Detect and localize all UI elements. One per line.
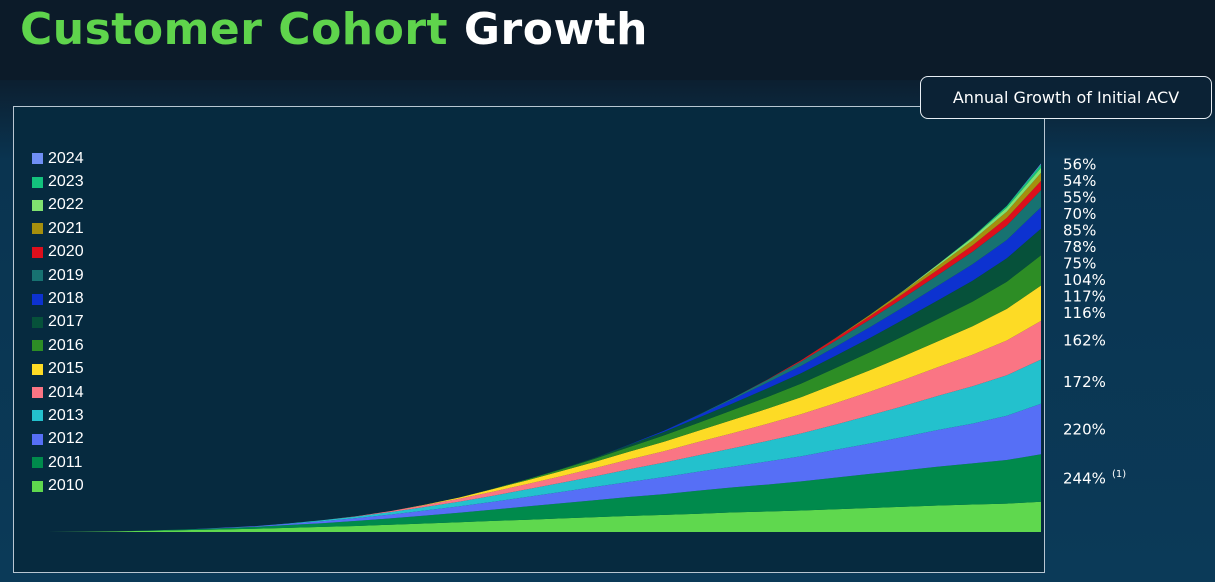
growth-label-2011: 244%	[1063, 470, 1106, 488]
legend-swatch	[32, 316, 43, 328]
legend-label: 2013	[48, 406, 84, 424]
legend-label: 2016	[48, 336, 84, 354]
growth-label-2021: 70%	[1063, 205, 1096, 223]
legend-item-2016: 2016	[32, 334, 84, 357]
legend-label: 2017	[48, 313, 84, 331]
legend-swatch	[32, 363, 43, 375]
legend-swatch	[32, 480, 43, 492]
legend-item-2021: 2021	[32, 217, 84, 240]
legend-item-2011: 2011	[32, 451, 84, 474]
legend-swatch	[32, 199, 43, 211]
growth-header-box: Annual Growth of Initial ACV	[920, 76, 1212, 119]
growth-label-2017: 104%	[1063, 271, 1106, 289]
area-series-2012	[185, 403, 1041, 530]
growth-label-2018: 75%	[1063, 255, 1096, 273]
legend-item-2018: 2018	[32, 287, 84, 310]
legend-label: 2021	[48, 219, 84, 237]
legend-item-2023: 2023	[32, 170, 84, 193]
growth-label-2023: 54%	[1063, 172, 1096, 190]
growth-label-2020: 85%	[1063, 222, 1096, 240]
page-title: Customer Cohort Growth	[20, 4, 648, 55]
legend-item-2020: 2020	[32, 241, 84, 264]
legend-label: 2020	[48, 243, 84, 261]
title-bar: Customer Cohort Growth	[0, 0, 1215, 80]
legend-label: 2010	[48, 477, 84, 495]
area-series-2011	[116, 454, 1041, 532]
legend-swatch	[32, 457, 43, 469]
legend-swatch	[32, 433, 43, 445]
legend-label: 2022	[48, 196, 84, 214]
legend-swatch	[32, 223, 43, 235]
legend-label: 2019	[48, 266, 84, 284]
legend-label: 2014	[48, 383, 84, 401]
area-series-2024	[1006, 163, 1041, 206]
growth-footnote: (1)	[1112, 469, 1126, 480]
growth-label-2019: 78%	[1063, 238, 1096, 256]
legend-swatch	[32, 293, 43, 305]
legend-item-2012: 2012	[32, 428, 84, 451]
legend-swatch	[32, 387, 43, 399]
legend-label: 2024	[48, 149, 84, 167]
growth-label-2024: 56%	[1063, 156, 1096, 174]
growth-label-2015: 116%	[1063, 304, 1106, 322]
area-series-2010	[48, 501, 1041, 532]
page-title-rest: Growth	[463, 4, 648, 55]
growth-label-2013: 172%	[1063, 373, 1106, 391]
growth-label-2012: 220%	[1063, 421, 1106, 439]
legend-swatch	[32, 270, 43, 282]
legend-label: 2018	[48, 290, 84, 308]
legend-item-2024: 2024	[32, 147, 84, 170]
legend-item-2014: 2014	[32, 381, 84, 404]
legend-label: 2012	[48, 430, 84, 448]
legend-swatch	[32, 410, 43, 422]
legend-item-2022: 2022	[32, 194, 84, 217]
legend-swatch	[32, 176, 43, 188]
page-title-highlight: Customer Cohort	[20, 4, 449, 55]
growth-label-2016: 117%	[1063, 288, 1106, 306]
growth-label-2022: 55%	[1063, 189, 1096, 207]
legend-swatch	[32, 340, 43, 352]
legend-item-2010: 2010	[32, 474, 84, 497]
growth-label-2014: 162%	[1063, 332, 1106, 350]
legend-swatch	[32, 246, 43, 258]
legend-label: 2015	[48, 360, 84, 378]
legend-label: 2023	[48, 173, 84, 191]
legend-item-2015: 2015	[32, 358, 84, 381]
legend-swatch	[32, 153, 43, 165]
chart-legend: 2024 2023 2022 2021 2020 2019 2018 2017 2016 2015…	[32, 147, 84, 498]
legend-item-2019: 2019	[32, 264, 84, 287]
legend-item-2013: 2013	[32, 404, 84, 427]
legend-label: 2011	[48, 453, 83, 471]
legend-item-2017: 2017	[32, 311, 84, 334]
